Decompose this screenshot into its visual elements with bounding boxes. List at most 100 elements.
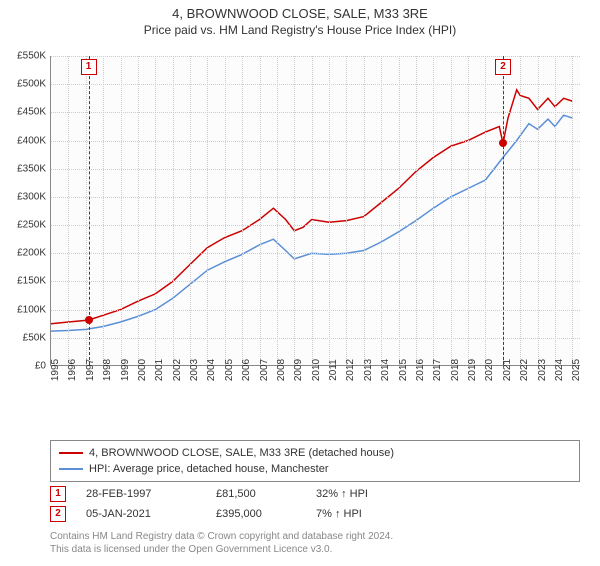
gridline-v (225, 56, 226, 365)
legend-row: 4, BROWNWOOD CLOSE, SALE, M33 3RE (detac… (59, 445, 571, 461)
x-axis-label: 1996 (67, 359, 78, 381)
x-axis-label: 2002 (172, 359, 183, 381)
gridline-v (329, 56, 330, 365)
x-axis-label: 2010 (311, 359, 322, 381)
x-axis-label: 2009 (293, 359, 304, 381)
gridline-h (51, 281, 580, 282)
x-axis-label: 2008 (276, 359, 287, 381)
gridline-v (346, 56, 347, 365)
series-lines (51, 56, 581, 366)
x-axis-label: 2003 (189, 359, 200, 381)
y-axis-label: £150K (2, 276, 46, 287)
marker-table-badge: 1 (50, 486, 66, 502)
gridline-v (399, 56, 400, 365)
x-axis-label: 2011 (328, 359, 339, 381)
x-axis-label: 2023 (537, 359, 548, 381)
footer-line2: This data is licensed under the Open Gov… (50, 543, 393, 556)
y-axis-label: £300K (2, 191, 46, 202)
marker-dot (499, 139, 507, 147)
y-axis-label: £100K (2, 304, 46, 315)
marker-table: 1 28-FEB-1997£81,50032% ↑ HPI 2 05-JAN-2021… (50, 484, 416, 524)
gridline-v (485, 56, 486, 365)
x-axis-label: 2007 (259, 359, 270, 381)
y-axis-label: £200K (2, 248, 46, 259)
gridline-v (433, 56, 434, 365)
legend-swatch (59, 452, 83, 454)
gridline-h (51, 310, 580, 311)
legend-label: HPI: Average price, detached house, Manc… (89, 463, 329, 475)
y-axis-label: £50K (2, 332, 46, 343)
marker-table-date: 05-JAN-2021 (86, 508, 216, 520)
chart: 12 £0£50K£100K£150K£200K£250K£300K£350K£… (50, 56, 580, 401)
x-axis-label: 2012 (345, 359, 356, 381)
gridline-v (520, 56, 521, 365)
x-axis-label: 2015 (398, 359, 409, 381)
gridline-v (555, 56, 556, 365)
marker-badge: 1 (81, 59, 97, 75)
gridline-v (277, 56, 278, 365)
marker-table-price: £81,500 (216, 488, 316, 500)
x-axis-label: 1995 (50, 359, 61, 381)
gridline-v (68, 56, 69, 365)
gridline-v (312, 56, 313, 365)
x-axis-label: 2017 (432, 359, 443, 381)
gridline-v (416, 56, 417, 365)
x-axis-label: 2018 (450, 359, 461, 381)
x-axis-label: 2025 (571, 359, 582, 381)
x-axis-label: 2024 (554, 359, 565, 381)
x-axis-label: 1999 (120, 359, 131, 381)
page-title: 4, BROWNWOOD CLOSE, SALE, M33 3RE (0, 6, 600, 21)
x-axis-label: 2006 (241, 359, 252, 381)
x-axis-label: 2013 (363, 359, 374, 381)
gridline-v (242, 56, 243, 365)
x-axis-label: 1998 (102, 359, 113, 381)
gridline-v (103, 56, 104, 365)
gridline-h (51, 225, 580, 226)
gridline-h (51, 253, 580, 254)
gridline-v (260, 56, 261, 365)
legend-row: HPI: Average price, detached house, Manc… (59, 461, 571, 477)
x-axis-label: 2000 (137, 359, 148, 381)
gridline-v (173, 56, 174, 365)
marker-table-date: 28-FEB-1997 (86, 488, 216, 500)
gridline-v (572, 56, 573, 365)
gridline-v (364, 56, 365, 365)
gridline-h (51, 338, 580, 339)
gridline-v (155, 56, 156, 365)
y-axis-label: £350K (2, 163, 46, 174)
marker-table-badge: 2 (50, 506, 66, 522)
gridline-v (190, 56, 191, 365)
gridline-v (538, 56, 539, 365)
marker-dot (85, 316, 93, 324)
legend-swatch (59, 468, 83, 470)
x-axis-label: 2021 (502, 359, 513, 381)
footer: Contains HM Land Registry data © Crown c… (50, 530, 393, 556)
gridline-v (138, 56, 139, 365)
x-axis-label: 2019 (467, 359, 478, 381)
marker-table-row: 1 28-FEB-1997£81,50032% ↑ HPI (50, 484, 416, 504)
x-axis-label: 2014 (380, 359, 391, 381)
x-axis-label: 2022 (519, 359, 530, 381)
x-axis-label: 2004 (206, 359, 217, 381)
marker-badge: 2 (495, 59, 511, 75)
y-axis-label: £550K (2, 51, 46, 62)
y-axis-label: £0 (2, 361, 46, 372)
y-axis-label: £400K (2, 135, 46, 146)
marker-table-pct: 7% ↑ HPI (316, 508, 416, 520)
marker-table-pct: 32% ↑ HPI (316, 488, 416, 500)
marker-table-row: 2 05-JAN-2021£395,0007% ↑ HPI (50, 504, 416, 524)
x-axis-label: 2001 (154, 359, 165, 381)
marker-table-price: £395,000 (216, 508, 316, 520)
gridline-v (381, 56, 382, 365)
gridline-v (207, 56, 208, 365)
legend-label: 4, BROWNWOOD CLOSE, SALE, M33 3RE (detac… (89, 447, 394, 459)
x-axis-label: 2020 (484, 359, 495, 381)
gridline-h (51, 197, 580, 198)
y-axis-label: £500K (2, 79, 46, 90)
gridline-v (294, 56, 295, 365)
footer-line1: Contains HM Land Registry data © Crown c… (50, 530, 393, 543)
legend: 4, BROWNWOOD CLOSE, SALE, M33 3RE (detac… (50, 440, 580, 482)
x-axis-label: 2016 (415, 359, 426, 381)
x-axis-label: 1997 (85, 359, 96, 381)
gridline-h (51, 112, 580, 113)
